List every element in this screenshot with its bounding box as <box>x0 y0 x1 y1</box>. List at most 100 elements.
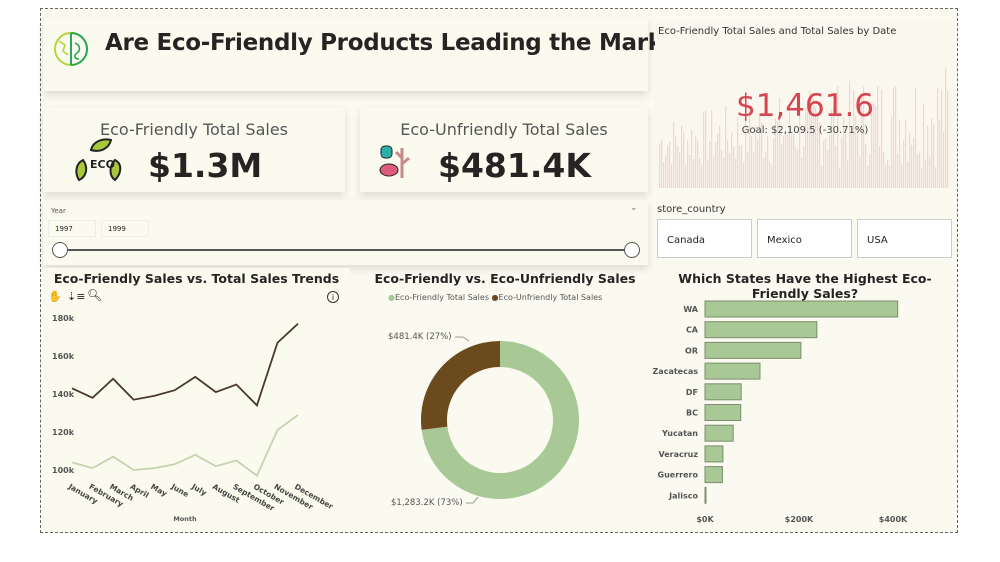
sparkline-bar <box>777 120 779 188</box>
sparkline-bar <box>923 103 925 188</box>
sparkline-bar <box>691 130 693 188</box>
sparkline-bar <box>947 90 949 188</box>
sparkline-bar <box>875 106 877 188</box>
globe-eco-icon <box>54 32 88 66</box>
sparkline-bar <box>901 162 903 188</box>
y-tick-label: 160k <box>52 352 75 361</box>
legend-item[interactable]: Eco-Friendly Total Sales <box>394 293 489 302</box>
x-tick-label: July <box>189 481 208 497</box>
target-value: $1,461.6 <box>735 88 875 124</box>
y-tick-label: 140k <box>52 390 75 399</box>
x-tick-label: May <box>149 482 168 498</box>
title-card: Are Eco-Friendly Products Leading the Ma… <box>43 18 702 91</box>
year-start-input[interactable]: 1997 <box>48 220 96 237</box>
sparkline-bar <box>867 165 869 188</box>
sparkline-bar <box>829 134 831 188</box>
sparkline-bar <box>927 126 929 188</box>
line-series-total-sales <box>71 323 299 408</box>
donut-legend: ●Eco-Friendly Total Sales ●Eco-Unfriendl… <box>388 293 602 302</box>
sparkline-bar <box>729 153 731 188</box>
bar-category-label: Guerrero <box>658 471 699 480</box>
sparkline-bar <box>683 131 685 188</box>
target-kpi-card[interactable]: Eco-Friendly Total Sales and Total Sales… <box>655 20 955 188</box>
sparkline-bar <box>879 146 881 188</box>
sparkline-bar <box>941 89 943 188</box>
eco-recycle-leaves-icon: ECO <box>75 138 122 182</box>
legend-item[interactable]: Eco-Unfriendly Total Sales <box>498 293 603 302</box>
sparkline-bar <box>931 118 933 188</box>
sparkline-bar <box>827 150 829 188</box>
sort-icon[interactable]: ⇣≡ <box>67 290 86 303</box>
sparkline-bar <box>883 152 885 188</box>
sparkline-bar <box>839 167 841 188</box>
sparkline-bar <box>881 89 883 188</box>
bar-category-label: OR <box>685 346 698 355</box>
sparkline-bar <box>709 141 711 188</box>
bar-category-label: Zacatecas <box>653 367 699 376</box>
sparkline-bar <box>681 125 683 188</box>
bar-zacatecas <box>704 362 761 380</box>
sparkline-bar <box>679 152 681 188</box>
sparkline-bar <box>849 80 851 188</box>
sparkline-bar <box>809 90 811 188</box>
kpi-label: Eco-Unfriendly Total Sales <box>400 120 608 139</box>
sparkline-bar <box>731 132 733 188</box>
sparkline-bar <box>685 163 687 188</box>
sparkline-bar <box>789 104 791 188</box>
sparkline-bar <box>675 136 677 188</box>
sparkline-bar <box>885 164 887 188</box>
sparkline-bar <box>693 159 695 188</box>
bar-guerrero <box>704 466 723 484</box>
sparkline-bar <box>727 139 729 188</box>
sparkline-bar <box>769 161 771 188</box>
sparkline-bar <box>705 110 707 188</box>
slider-end-handle[interactable] <box>624 242 640 258</box>
bar-category-label: Jalisco <box>668 491 698 500</box>
sparkline-bar <box>741 144 743 188</box>
slider-start-handle[interactable] <box>52 242 68 258</box>
line-chart-panel: Eco-Friendly Sales vs. Total Sales Trend… <box>43 268 350 528</box>
year-end-input[interactable]: 1999 <box>101 220 149 237</box>
sparkline-bar <box>873 103 875 188</box>
sparkline-bar <box>859 156 861 188</box>
sparkline-bar <box>673 121 675 188</box>
sparkline-bar <box>791 133 793 188</box>
sparkline-bar <box>771 164 773 188</box>
sparkline-bar <box>815 107 817 188</box>
sparkline-bar <box>831 110 833 188</box>
sparkline-bar <box>805 107 807 188</box>
country-option-mexico[interactable]: Mexico <box>757 219 852 258</box>
sparkline-bar <box>909 132 911 188</box>
page-title: Are Eco-Friendly Products Leading the Ma… <box>105 30 702 56</box>
sparkline-bar <box>677 145 679 188</box>
sparkline-bar <box>847 160 849 188</box>
drill-hand-icon[interactable]: ✋ <box>48 290 62 303</box>
bar-category-label: Yucatan <box>661 429 698 438</box>
chevron-down-icon[interactable]: ⌄ <box>630 203 638 213</box>
zoom-search-icon[interactable]: 🔍︎ <box>87 288 103 302</box>
country-option-canada[interactable]: Canada <box>657 219 752 258</box>
sparkline-bar <box>713 156 715 188</box>
sparkline-bar <box>701 165 703 188</box>
sparkline-bar <box>907 161 909 188</box>
svg-text:ECO: ECO <box>90 158 115 171</box>
donut-chart-title: Eco-Friendly vs. Eco-Unfriendly Sales <box>374 271 636 286</box>
sparkline-bar <box>795 147 797 188</box>
info-icon[interactable]: i <box>327 291 339 303</box>
donut-slice <box>421 341 579 499</box>
sparkline-bar <box>755 126 757 188</box>
sparkline-bar <box>801 157 803 188</box>
sparkline-bar <box>825 138 827 188</box>
kpi-eco-friendly: Eco-Friendly Total Sales ECO $1.3M <box>43 108 345 192</box>
y-tick-label: 180k <box>52 314 75 323</box>
sparkline-bar <box>803 146 805 188</box>
sparkline-bar <box>669 141 671 188</box>
sparkline-bar <box>759 114 761 188</box>
sparkline-bar <box>761 122 763 188</box>
sparkline-bar <box>851 127 853 188</box>
sparkline-bar <box>749 107 751 188</box>
country-option-usa[interactable]: USA <box>857 219 952 258</box>
sparkline-bar <box>855 115 857 188</box>
sparkline-bar <box>889 165 891 188</box>
sparkline-bar <box>699 157 701 188</box>
